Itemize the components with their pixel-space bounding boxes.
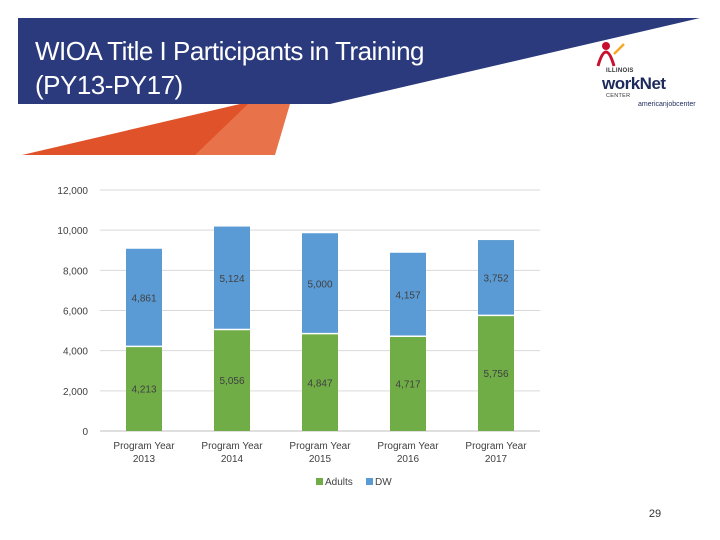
legend-swatch-adults [316, 478, 323, 485]
illinois-worknet-logo: ILLINOIS workNet CENTER americanjobcente… [592, 40, 702, 120]
header-orange-light [195, 104, 290, 155]
slide-title: WIOA Title I Participants in Training (P… [35, 34, 425, 102]
x-tick-label: Program Year [201, 441, 263, 452]
bar-dw [390, 252, 426, 337]
x-tick-label: Program Year [465, 441, 527, 452]
legend-swatch-dw [366, 478, 373, 485]
x-tick-label: 2017 [485, 454, 508, 465]
x-tick-label: 2014 [221, 454, 244, 465]
header-navy-band [18, 18, 700, 104]
data-label: 5,124 [219, 274, 244, 285]
bar-adults [478, 315, 514, 431]
data-label: 4,213 [131, 385, 156, 396]
logo-illinois-text: ILLINOIS [606, 68, 634, 74]
y-tick-label: 4,000 [63, 347, 88, 358]
header-background [18, 18, 700, 155]
x-tick-label: Program Year [113, 441, 175, 452]
data-label: 4,157 [395, 291, 420, 302]
bar-dw [214, 226, 250, 330]
slide-header: WIOA Title I Participants in Training (P… [0, 0, 720, 160]
data-label: 5,756 [483, 369, 508, 380]
y-tick-label: 2,000 [63, 387, 88, 398]
y-tick-label: 10,000 [57, 226, 88, 237]
data-label: 5,056 [219, 376, 244, 387]
bar-adults [390, 336, 426, 431]
stacked-bar-chart: 0 2,000 4,000 6,000 8,000 10,000 12,000 4,213 4,… [0, 160, 720, 500]
page-number: 29 [648, 508, 662, 520]
bar-adults [126, 346, 162, 431]
data-label: 4,717 [395, 380, 420, 391]
logo-worknet-text: workNet [602, 74, 666, 93]
x-tick-label: 2016 [397, 454, 420, 465]
chart-svg: 0 2,000 4,000 6,000 8,000 10,000 12,000 4,213 4,… [57, 186, 540, 488]
slide-title-line-1: WIOA Title I Participants in Training [35, 36, 425, 66]
x-tick-label: 2013 [133, 454, 156, 465]
legend-label-dw: DW [375, 477, 392, 488]
y-tick-label: 12,000 [57, 186, 88, 197]
logo-ajc-text: americanjobcenter [638, 101, 696, 108]
data-label: 3,752 [483, 274, 508, 285]
y-tick-label: 8,000 [63, 266, 88, 277]
x-tick-label: 2015 [309, 454, 332, 465]
bar-dw [126, 248, 162, 347]
legend-label-adults: Adults [325, 477, 353, 488]
data-label: 4,861 [131, 294, 156, 305]
y-tick-label: 0 [82, 427, 88, 438]
bar-adults [302, 333, 338, 431]
x-tick-label: Program Year [289, 441, 351, 452]
y-tick-label: 6,000 [63, 307, 88, 318]
data-label: 5,000 [307, 279, 332, 290]
bar-dw [478, 240, 514, 316]
bar-dw [302, 233, 338, 334]
person-icon [596, 42, 625, 67]
data-label: 4,847 [307, 378, 332, 389]
bar-adults [214, 329, 250, 431]
logo-center-text: CENTER [606, 93, 631, 99]
slide-title-line-2: (PY13-PY17) [35, 70, 183, 100]
x-tick-label: Program Year [377, 441, 439, 452]
